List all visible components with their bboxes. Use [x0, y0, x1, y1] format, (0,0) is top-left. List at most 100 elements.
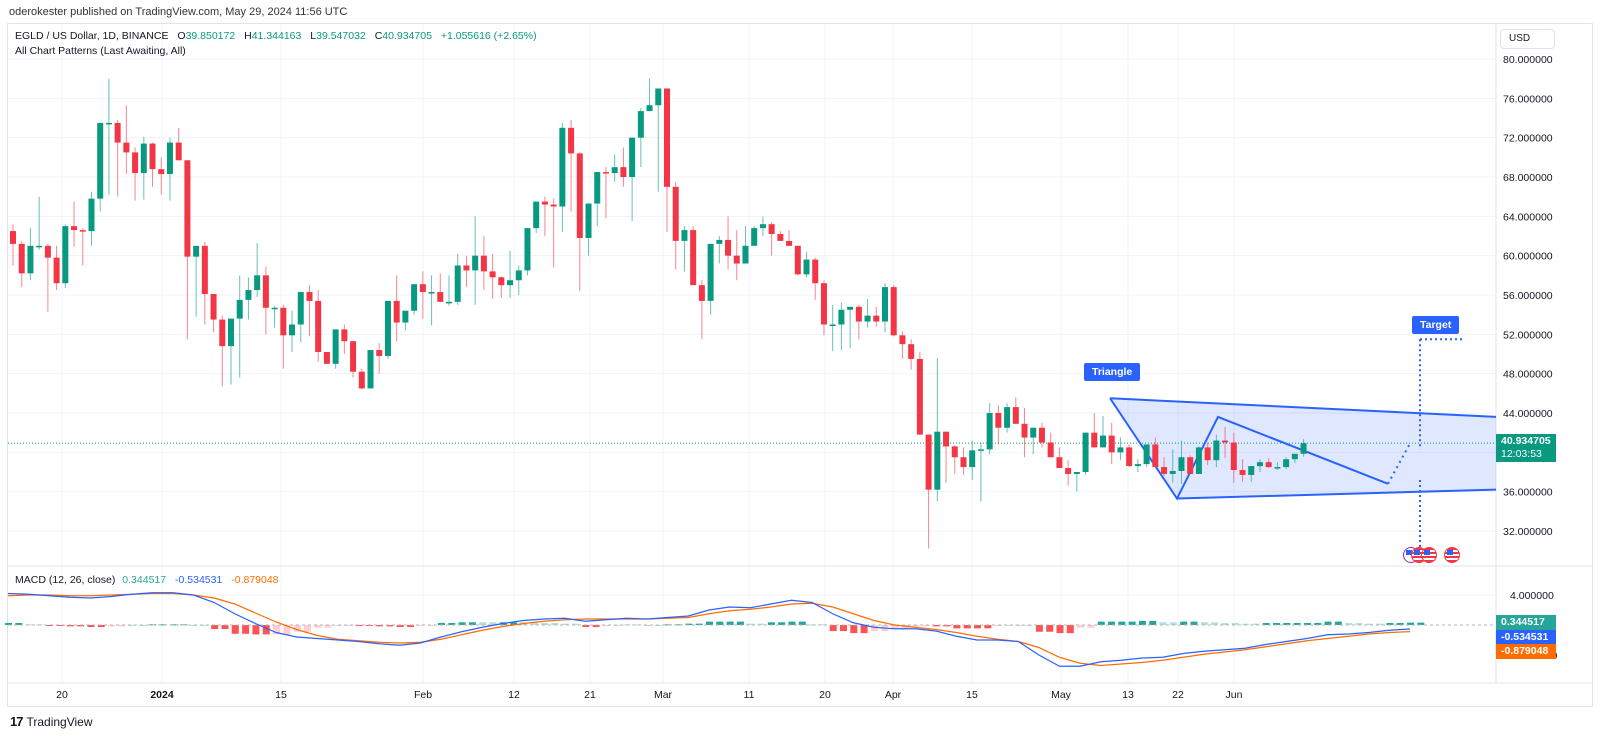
candle: [114, 119, 121, 197]
candle: [786, 230, 793, 246]
candle: [315, 290, 322, 362]
candle: [193, 245, 200, 317]
candle: [1073, 471, 1080, 492]
candle: [629, 137, 636, 222]
candle: [1169, 449, 1176, 483]
time-axis-tick: 21: [584, 689, 596, 701]
candle: [201, 241, 208, 325]
candle: [899, 331, 906, 359]
candle: [794, 245, 801, 276]
candle: [446, 275, 452, 306]
price-axis-tick: 32.000000: [1503, 526, 1553, 538]
candle: [986, 403, 993, 455]
brand-name: TradingView: [26, 714, 93, 729]
candle: [681, 226, 688, 272]
macd-line-value: -0.534531: [175, 574, 223, 586]
target-label[interactable]: Target: [1412, 316, 1460, 334]
symbol-title[interactable]: EGLD / US Dollar, 1D, BINANCE: [15, 30, 169, 42]
candle: [1256, 459, 1263, 472]
candle: [297, 292, 304, 343]
macd-histogram-tag: 0.344517: [1496, 615, 1556, 630]
candle: [1108, 422, 1115, 465]
price-axis-tick: 56.000000: [1503, 290, 1553, 302]
candle: [655, 88, 662, 192]
price-axis-tick: 80.000000: [1503, 54, 1553, 66]
price-axis-tick: 60.000000: [1503, 251, 1553, 263]
macd-title[interactable]: MACD (12, 26, close): [15, 574, 116, 586]
candle: [350, 341, 357, 378]
footer-brand[interactable]: 17 TradingView: [10, 714, 93, 729]
low-value: 39.547032: [316, 30, 366, 42]
candle: [1230, 432, 1237, 483]
candle: [306, 285, 313, 337]
candle: [812, 257, 819, 300]
candle: [402, 310, 409, 331]
candle: [384, 300, 391, 359]
indicator-title[interactable]: All Chart Patterns (Last Awaiting, All): [15, 45, 186, 57]
candle: [594, 172, 601, 227]
candle: [323, 352, 330, 364]
candle: [411, 284, 418, 315]
candle: [838, 302, 845, 351]
candle: [1222, 426, 1229, 459]
candle: [925, 434, 932, 549]
candle: [698, 280, 705, 340]
triangle-pattern-label[interactable]: Triangle: [1084, 363, 1141, 381]
candle: [1030, 427, 1037, 455]
candle: [1126, 444, 1133, 468]
candle: [864, 298, 871, 328]
candle: [97, 122, 104, 212]
candle: [358, 368, 365, 390]
candle: [332, 329, 339, 369]
candle: [36, 196, 43, 250]
candle: [977, 442, 984, 502]
candle: [341, 324, 348, 354]
candle: [140, 136, 147, 200]
macd-line: [7, 592, 1411, 667]
macd-legend: MACD (12, 26, close) 0.344517 -0.534531 …: [15, 574, 279, 586]
candle: [611, 154, 618, 182]
candle: [1213, 434, 1220, 468]
candle: [524, 228, 531, 276]
candle: [1056, 447, 1063, 469]
time-axis-tick: 11: [744, 689, 755, 701]
svg-text:4.000000: 4.000000: [1510, 590, 1554, 602]
candle: [969, 440, 976, 480]
candle: [882, 283, 888, 333]
macd-line-tag: -0.534531: [1496, 630, 1556, 645]
candle: [507, 250, 514, 298]
candle: [576, 152, 583, 292]
candle: [184, 160, 191, 340]
time-axis-tick: 22: [1172, 689, 1184, 701]
candle: [480, 235, 487, 291]
candle: [1300, 439, 1307, 457]
candle: [105, 78, 112, 195]
candle: [908, 339, 915, 370]
candle: [489, 253, 496, 299]
candle: [585, 203, 592, 256]
candle: [228, 318, 234, 385]
bar-countdown: 12:03:53: [1501, 448, 1542, 460]
candle: [1274, 462, 1281, 471]
change-value: +1.055616 (+2.65%): [440, 30, 537, 42]
currency-button[interactable]: USD: [1500, 29, 1555, 49]
macd-signal-value: -0.879048: [231, 574, 279, 586]
candle: [725, 216, 732, 270]
candle: [1291, 453, 1298, 464]
price-axis-tick: 52.000000: [1503, 329, 1553, 341]
us-flag-event-icon[interactable]: [1444, 547, 1460, 563]
macd-signal-tag: -0.879048: [1496, 644, 1556, 659]
tradingview-logo-icon: 17: [10, 714, 24, 729]
candle: [1204, 442, 1211, 466]
time-axis-tick: Mar: [654, 689, 673, 701]
candle: [158, 157, 165, 195]
time-axis-tick: 2024: [150, 689, 174, 701]
time-axis-tick: 13: [1122, 689, 1134, 701]
price-axis-tick: 44.000000: [1503, 408, 1553, 420]
candle: [960, 447, 967, 475]
candle: [568, 119, 575, 212]
candle: [742, 226, 749, 264]
candle: [777, 231, 784, 241]
us-flag-event-icon[interactable]: [1421, 547, 1437, 563]
